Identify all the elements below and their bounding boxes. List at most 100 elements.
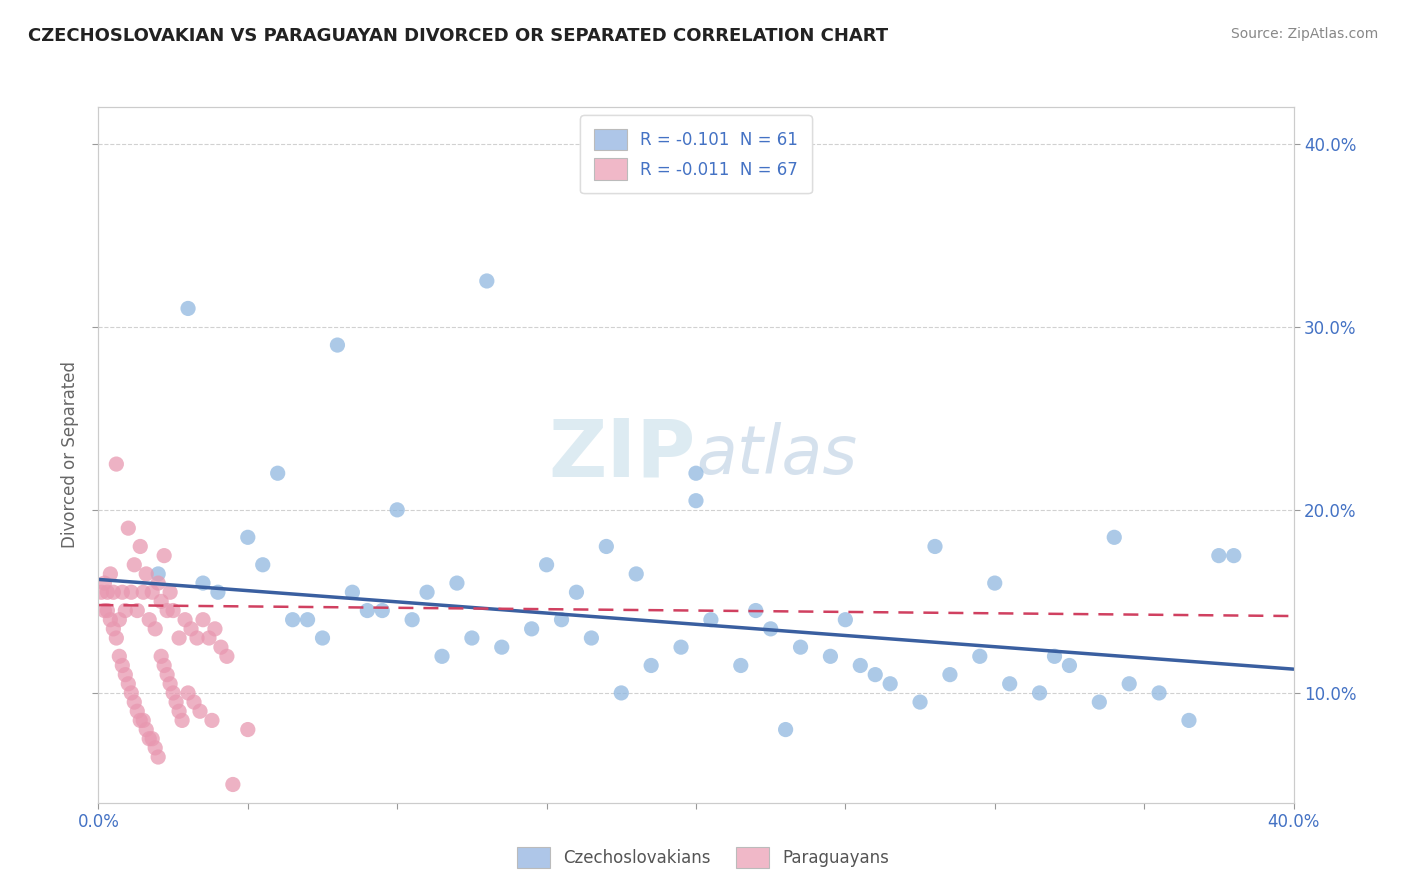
Point [120,585,142,599]
Point [159,585,181,599]
Point [132,585,155,599]
Point [1147,686,1170,700]
Point [174,613,197,627]
Point [595,540,617,554]
Point [135,566,157,581]
Point [267,467,290,481]
Point [745,603,768,617]
Point [201,714,224,728]
Point [177,301,200,316]
Point [520,622,543,636]
Point [775,723,797,737]
Point [117,677,139,691]
Point [167,631,190,645]
Point [188,704,211,718]
Point [148,566,170,581]
Point [430,649,453,664]
Point [135,723,157,737]
Point [1104,530,1126,544]
Point [879,677,901,691]
Point [209,640,232,655]
Point [550,613,572,627]
Point [1118,677,1140,691]
Point [1043,649,1066,664]
Point [96,603,118,617]
Point [669,640,692,655]
Point [222,777,245,791]
Point [685,467,707,481]
Point [215,649,238,664]
Point [105,631,128,645]
Point [138,731,160,746]
Point [93,576,115,591]
Point [685,493,707,508]
Point [143,740,166,755]
Point [111,658,134,673]
Point [127,603,149,617]
Point [356,603,378,617]
Point [117,521,139,535]
Point [183,695,205,709]
Point [924,540,946,554]
Point [153,658,176,673]
Point [141,585,163,599]
Point [96,585,118,599]
Point [129,714,152,728]
Point [1028,686,1050,700]
Point [461,631,484,645]
Point [1088,695,1111,709]
Point [939,667,962,681]
Point [191,613,214,627]
Point [326,338,349,352]
Point [100,566,122,581]
Point [700,613,723,627]
Point [1178,714,1201,728]
Point [124,558,146,572]
Text: Source: ZipAtlas.com: Source: ZipAtlas.com [1230,27,1378,41]
Point [565,585,588,599]
Point [759,622,782,636]
Point [984,576,1007,591]
Point [401,613,423,627]
Point [998,677,1021,691]
Legend: R = -0.101  N = 61, R = -0.011  N = 67: R = -0.101 N = 61, R = -0.011 N = 67 [581,115,811,194]
Text: ZIP: ZIP [548,416,696,494]
Point [491,640,513,655]
Point [156,603,179,617]
Point [90,585,112,599]
Point [1208,549,1230,563]
Text: atlas: atlas [696,422,858,488]
Point [165,695,187,709]
Point [820,649,842,664]
Point [849,658,872,673]
Point [111,585,134,599]
Point [1223,549,1246,563]
Point [103,585,125,599]
Point [207,585,229,599]
Point [103,622,125,636]
Point [156,667,179,681]
Point [159,677,181,691]
Y-axis label: Divorced or Separated: Divorced or Separated [60,361,79,549]
Point [148,750,170,764]
Point [834,613,856,627]
Point [581,631,603,645]
Point [129,540,152,554]
Point [186,631,208,645]
Point [114,603,136,617]
Point [93,603,115,617]
Point [610,686,633,700]
Point [108,613,131,627]
Point [730,658,752,673]
Point [969,649,991,664]
Point [416,585,439,599]
Point [204,622,226,636]
Point [311,631,333,645]
Point [150,649,173,664]
Point [236,530,259,544]
Point [446,576,468,591]
Point [108,649,131,664]
Point [789,640,811,655]
Point [297,613,319,627]
Point [153,549,176,563]
